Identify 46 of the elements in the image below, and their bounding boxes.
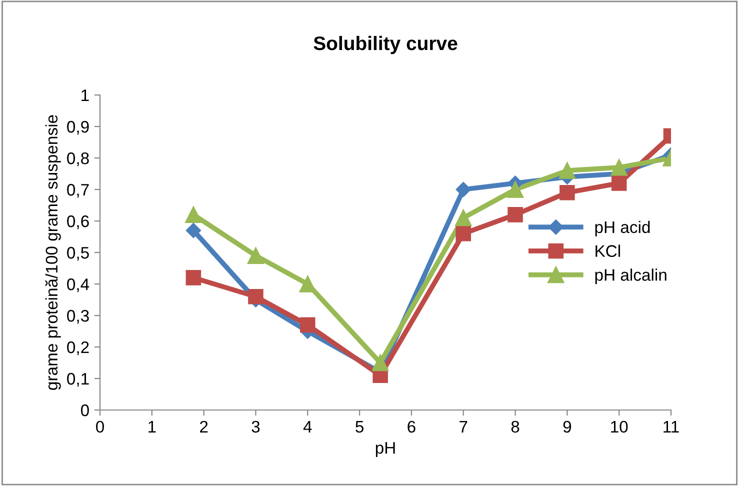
point	[558, 162, 576, 179]
point	[611, 176, 627, 191]
point	[186, 222, 202, 238]
y-tick-label: 0,9	[67, 120, 89, 135]
x-tick-label: 5	[356, 421, 364, 433]
point	[185, 206, 202, 224]
x-tick-label: 11	[664, 421, 679, 432]
point	[186, 270, 202, 286]
x-tick-label: 4	[303, 421, 312, 432]
chart-title: Solubility curve	[314, 36, 458, 54]
y-tick-label: 0	[80, 404, 89, 416]
y-tick-label: 0,5	[67, 246, 89, 261]
legend-label: pH alcalin	[595, 268, 666, 284]
point	[506, 181, 524, 198]
x-tick-label: 0	[96, 420, 104, 433]
point	[455, 210, 472, 226]
y-tick-label: 0,8	[67, 152, 89, 166]
point	[248, 288, 264, 304]
x-tick-label: 9	[563, 420, 572, 433]
x-tick-label: 1	[148, 421, 156, 432]
point	[300, 317, 316, 333]
y-tick-label: 0,2	[67, 341, 89, 356]
legend-label: pH acid	[595, 220, 650, 236]
point	[299, 276, 316, 292]
y-tick-label: 0,7	[67, 184, 89, 198]
x-tick-label: 10	[611, 420, 628, 433]
x-tick-label: 6	[408, 420, 416, 433]
x-tick-label: 3	[252, 420, 260, 433]
y-axis-title: grame proteină/100 grame suspensie	[45, 115, 61, 390]
point	[610, 159, 628, 176]
y-tick-label: 0,3	[67, 310, 89, 324]
point	[456, 182, 471, 198]
point	[372, 354, 389, 372]
point	[508, 207, 523, 222]
point	[560, 185, 575, 200]
x-tick-label: 8	[511, 420, 520, 433]
point	[247, 247, 264, 264]
x-tick-label: 2	[200, 420, 208, 432]
y-tick-label: 0,4	[67, 278, 90, 292]
y-tick-label: 1	[82, 90, 89, 102]
y-tick-label: 0,1	[67, 372, 89, 387]
legend-label: KCl	[596, 244, 620, 257]
y-tick-label: 0,6	[67, 215, 89, 230]
point	[456, 226, 472, 242]
x-axis-title: pH	[376, 442, 395, 458]
x-tick-label: 7	[460, 421, 468, 432]
